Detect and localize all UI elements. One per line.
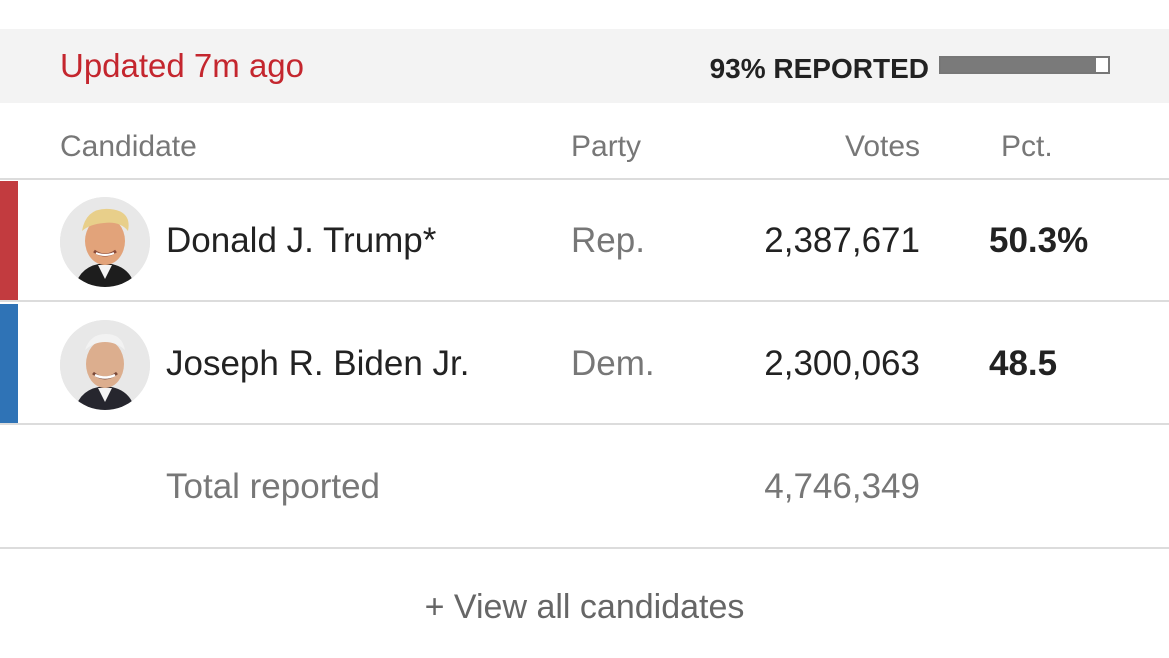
updated-timestamp: Updated 7m ago [60, 47, 305, 84]
party-color-strip [0, 304, 18, 423]
header-votes: Votes [845, 130, 921, 163]
candidate-name: Donald J. Trump* [166, 221, 437, 260]
header-candidate: Candidate [60, 130, 197, 163]
candidate-party: Dem. [571, 344, 655, 383]
candidate-party: Rep. [571, 221, 645, 260]
candidate-pct: 48.5 [989, 344, 1058, 383]
candidate-avatar [60, 197, 150, 287]
candidate-name: Joseph R. Biden Jr. [166, 344, 470, 383]
candidate-row: Donald J. Trump* Rep. 2,387,671 50.3% [0, 181, 1169, 302]
candidate-votes: 2,300,063 [764, 344, 920, 383]
candidate-votes: 2,387,671 [764, 221, 920, 260]
candidate-pct: 50.3% [989, 221, 1089, 260]
reporting-progress-bar [939, 56, 1110, 74]
reported-percentage: 93% REPORTED [709, 53, 929, 84]
status-bar: Updated 7m ago 93% REPORTED [0, 29, 1169, 103]
header-party: Party [571, 130, 642, 163]
candidate-row: Joseph R. Biden Jr. Dem. 2,300,063 48.5 [0, 304, 1169, 425]
view-all-candidates-button[interactable]: + View all candidates [424, 588, 745, 626]
total-row: Total reported 4,746,349 [0, 426, 1169, 549]
candidate-avatar [60, 320, 150, 410]
total-votes: 4,746,349 [764, 467, 920, 506]
table-header: Candidate Party Votes Pct. [0, 103, 1169, 180]
total-label: Total reported [166, 467, 381, 506]
party-color-strip [0, 181, 18, 300]
reporting-progress-fill [941, 58, 1097, 72]
header-pct: Pct. [1001, 130, 1053, 163]
